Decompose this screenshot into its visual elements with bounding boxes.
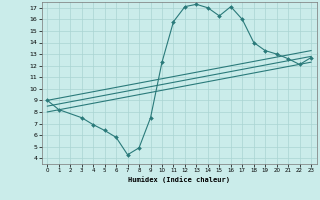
X-axis label: Humidex (Indice chaleur): Humidex (Indice chaleur) bbox=[128, 176, 230, 183]
